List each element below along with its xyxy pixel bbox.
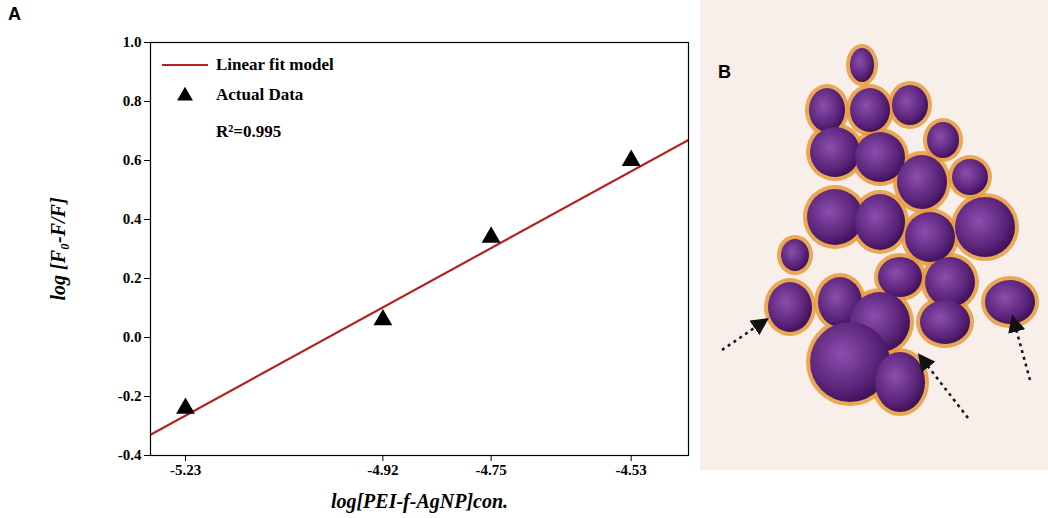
- svg-text:-5.23: -5.23: [170, 462, 201, 478]
- svg-text:log [F₀-F/F]: log [F₀-F/F]: [47, 197, 70, 300]
- svg-text:log[PEI-f-AgNP]con.: log[PEI-f-AgNP]con.: [331, 490, 508, 513]
- svg-text:0.0: 0.0: [123, 329, 142, 345]
- html-text:A: A: [8, 4, 21, 24]
- svg-text:-0.2: -0.2: [118, 388, 142, 404]
- svg-text:-4.92: -4.92: [367, 462, 398, 478]
- svg-text:0.4: 0.4: [123, 211, 142, 227]
- html-text:Actual Data: Actual Data: [216, 85, 304, 104]
- svg-text:0.6: 0.6: [123, 152, 142, 168]
- svg-text:1.0: 1.0: [123, 34, 142, 50]
- svg-text:0.8: 0.8: [123, 93, 142, 109]
- svg-text:0.2: 0.2: [123, 270, 142, 286]
- svg-text:-0.4: -0.4: [118, 447, 142, 463]
- svg-text:-4.75: -4.75: [476, 462, 507, 478]
- svg-text:-4.53: -4.53: [616, 462, 647, 478]
- html-text:B: B: [718, 62, 731, 82]
- html-text:Linear fit model: Linear fit model: [216, 55, 334, 74]
- html-text:R²=0.995: R²=0.995: [216, 122, 282, 141]
